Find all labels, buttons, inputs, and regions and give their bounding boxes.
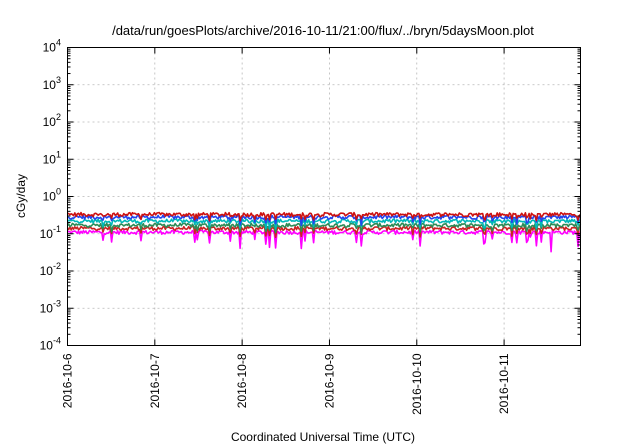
- y-tick-label: 10-1: [40, 224, 61, 241]
- series-line: [67, 229, 582, 253]
- x-tick-label: 2016-10-9: [322, 353, 336, 408]
- x-axis-label: Coordinated Universal Time (UTC): [231, 430, 415, 444]
- grid: [67, 47, 581, 346]
- x-tick-label: 2016-10-7: [148, 353, 162, 408]
- series-line: [66, 218, 582, 230]
- y-tick-labels: 10-4 10-3 10-2 10-1 100 101 102 103 104: [40, 38, 61, 353]
- chart-title: /data/run/goesPlots/archive/2016-10-11/2…: [112, 23, 534, 38]
- series-line: [66, 225, 581, 239]
- x-tick-label: 2016-10-10: [410, 353, 424, 415]
- y-tick-label: 102: [43, 112, 61, 129]
- series-line: [67, 211, 582, 222]
- y-tick-label: 10-2: [40, 261, 61, 278]
- y-axis-label: cGy/day: [14, 174, 28, 218]
- ticks: [67, 47, 581, 346]
- x-tick-label: 2016-10-8: [235, 353, 249, 408]
- y-tick-label: 101: [43, 149, 61, 166]
- y-tick-label: 104: [43, 38, 61, 55]
- x-tick-label: 2016-10-11: [497, 353, 511, 414]
- series-layer: [66, 211, 582, 253]
- series-line: [66, 222, 582, 234]
- x-tick-label: 2016-10-6: [61, 353, 75, 408]
- y-tick-label: 100: [43, 187, 61, 204]
- series-line: [67, 214, 582, 227]
- x-tick-labels: 2016-10-6 2016-10-7 2016-10-8 2016-10-9 2016…: [61, 353, 512, 415]
- y-tick-label: 103: [43, 75, 61, 92]
- y-tick-label: 10-3: [40, 298, 61, 315]
- y-tick-label: 10-4: [40, 336, 61, 353]
